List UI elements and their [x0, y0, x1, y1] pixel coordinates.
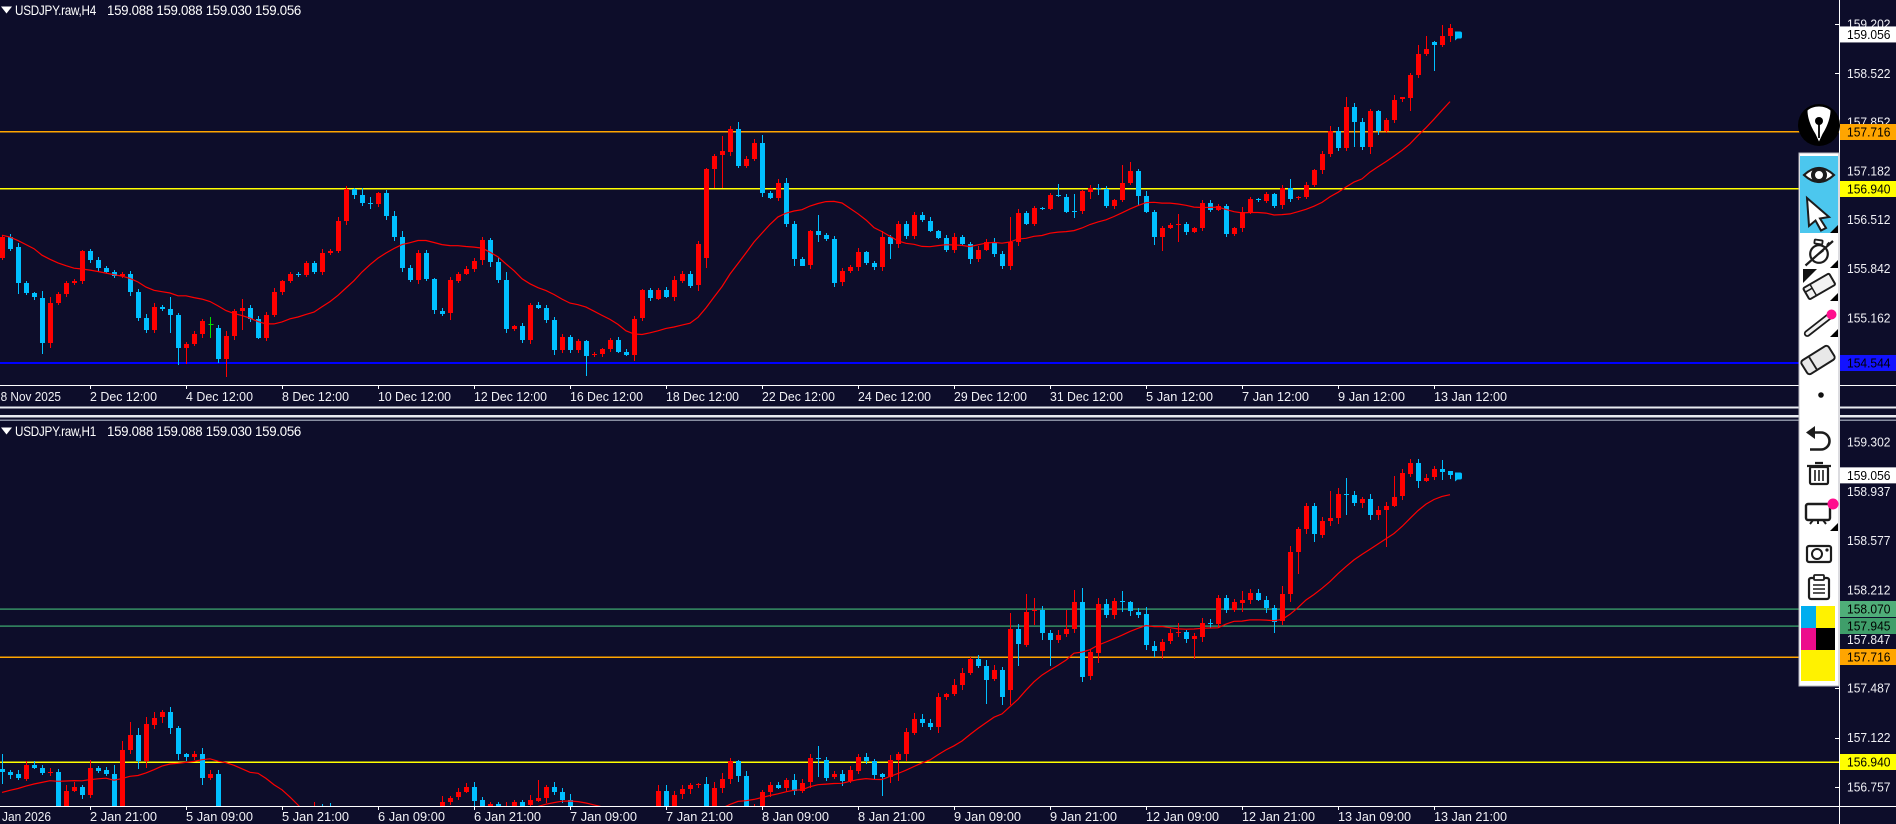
svg-text:156.940: 156.940 — [1847, 182, 1891, 197]
svg-text:12 Dec 12:00: 12 Dec 12:00 — [474, 389, 547, 404]
svg-text:159.056: 159.056 — [1847, 27, 1891, 42]
svg-text:12 Jan 09:00: 12 Jan 09:00 — [1146, 809, 1219, 824]
svg-text:159.302: 159.302 — [1847, 435, 1891, 450]
svg-text:159.088 159.088 159.030 159.05: 159.088 159.088 159.030 159.056 — [107, 2, 301, 18]
svg-text:5 Jan 12:00: 5 Jan 12:00 — [1146, 389, 1213, 404]
svg-text:5 Jan 21:00: 5 Jan 21:00 — [282, 809, 349, 824]
svg-text:158.070: 158.070 — [1847, 602, 1891, 617]
svg-text:13 Jan 21:00: 13 Jan 21:00 — [1434, 809, 1507, 824]
svg-text:157.122: 157.122 — [1847, 730, 1891, 745]
svg-text:157.716: 157.716 — [1847, 125, 1891, 140]
svg-text:2 Dec 12:00: 2 Dec 12:00 — [90, 389, 157, 404]
svg-text:16 Dec 12:00: 16 Dec 12:00 — [570, 389, 643, 404]
svg-text:10 Dec 12:00: 10 Dec 12:00 — [378, 389, 451, 404]
svg-text:156.757: 156.757 — [1847, 780, 1891, 795]
svg-text:9 Jan 12:00: 9 Jan 12:00 — [1338, 389, 1405, 404]
svg-text:159.056: 159.056 — [1847, 468, 1891, 483]
svg-text:158.937: 158.937 — [1847, 484, 1891, 499]
svg-text:13 Jan 09:00: 13 Jan 09:00 — [1338, 809, 1411, 824]
svg-text:2 Jan 21:00: 2 Jan 21:00 — [90, 809, 157, 824]
svg-text:4 Dec 12:00: 4 Dec 12:00 — [186, 389, 253, 404]
svg-text:157.945: 157.945 — [1847, 619, 1891, 634]
svg-text:154.544: 154.544 — [1847, 356, 1891, 371]
svg-text:157.182: 157.182 — [1847, 163, 1891, 178]
svg-text:7 Jan 12:00: 7 Jan 12:00 — [1242, 389, 1309, 404]
svg-text:8 Jan 21:00: 8 Jan 21:00 — [858, 809, 925, 824]
svg-text:155.842: 155.842 — [1847, 261, 1891, 276]
svg-text:157.487: 157.487 — [1847, 681, 1891, 696]
svg-text:22 Dec 12:00: 22 Dec 12:00 — [762, 389, 835, 404]
svg-text:29 Dec 12:00: 29 Dec 12:00 — [954, 389, 1027, 404]
svg-text:9 Jan 09:00: 9 Jan 09:00 — [954, 809, 1021, 824]
svg-text:157.847: 157.847 — [1847, 632, 1891, 647]
svg-text:12 Jan 21:00: 12 Jan 21:00 — [1242, 809, 1315, 824]
svg-text:9 Jan 21:00: 9 Jan 21:00 — [1050, 809, 1117, 824]
svg-text:7 Jan 21:00: 7 Jan 21:00 — [666, 809, 733, 824]
svg-text:155.162: 155.162 — [1847, 310, 1891, 325]
svg-text:USDJPY.raw,H1: USDJPY.raw,H1 — [15, 423, 96, 439]
svg-text:8 Dec 12:00: 8 Dec 12:00 — [282, 389, 349, 404]
svg-text:158.522: 158.522 — [1847, 66, 1891, 81]
svg-text:156.940: 156.940 — [1847, 755, 1891, 770]
svg-text:18 Dec 12:00: 18 Dec 12:00 — [666, 389, 739, 404]
svg-text:6 Jan 21:00: 6 Jan 21:00 — [474, 809, 541, 824]
svg-text:8 Jan 09:00: 8 Jan 09:00 — [762, 809, 829, 824]
svg-text:5 Jan 09:00: 5 Jan 09:00 — [186, 809, 253, 824]
svg-text:159.088 159.088 159.030 159.05: 159.088 159.088 159.030 159.056 — [107, 423, 301, 439]
svg-text:156.512: 156.512 — [1847, 212, 1891, 227]
svg-text:24 Dec 12:00: 24 Dec 12:00 — [858, 389, 931, 404]
svg-text:USDJPY.raw,H4: USDJPY.raw,H4 — [15, 2, 96, 18]
svg-text:158.212: 158.212 — [1847, 582, 1891, 597]
svg-text:158.577: 158.577 — [1847, 533, 1891, 548]
svg-text:13 Jan 12:00: 13 Jan 12:00 — [1434, 389, 1507, 404]
svg-text:157.716: 157.716 — [1847, 650, 1891, 665]
svg-text:31 Dec 12:00: 31 Dec 12:00 — [1050, 389, 1123, 404]
svg-text:Jan 2026: Jan 2026 — [2, 809, 51, 824]
svg-text:7 Jan 09:00: 7 Jan 09:00 — [570, 809, 637, 824]
svg-text:28 Nov 2025: 28 Nov 2025 — [0, 389, 61, 404]
svg-text:6 Jan 09:00: 6 Jan 09:00 — [378, 809, 445, 824]
